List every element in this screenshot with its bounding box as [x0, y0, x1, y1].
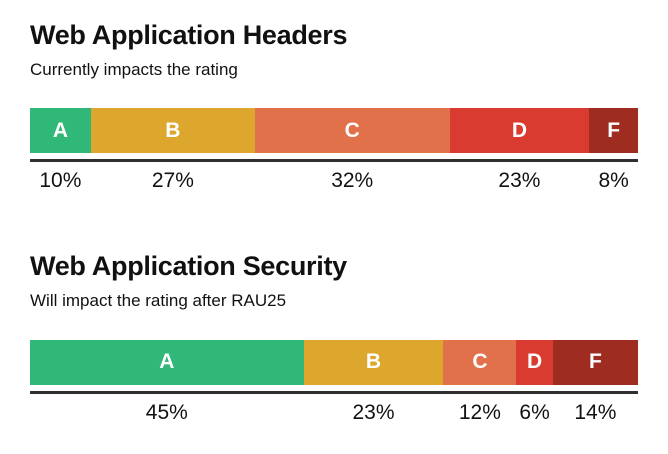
segment-percentage-label: 23% — [498, 169, 541, 193]
segment-percentage-label: 32% — [331, 169, 374, 193]
segment-percentage-label: 23% — [352, 400, 395, 424]
page-title: Web Application Headers — [30, 20, 348, 50]
segment-percentage-label: 12% — [458, 400, 501, 424]
page-title: Web Application Security — [30, 251, 347, 282]
rating-charts-page: Web Application Headers Currently impact… — [30, 20, 638, 423]
segment-percentage-label: 45% — [145, 400, 188, 424]
percentage-labels-row: 10% 27% 32% 23% 8% — [30, 170, 638, 191]
grade-segment-d: D — [449, 108, 590, 154]
bar-divider-line — [30, 159, 638, 163]
chart-web-application-headers: Web Application Headers Currently impact… — [30, 20, 638, 191]
grade-segment-f: F — [552, 339, 638, 385]
grade-segment-f: F — [589, 108, 638, 154]
segment-percentage-label: 6% — [519, 400, 550, 424]
chart-subtitle: Will impact the rating after RAU25 — [30, 291, 287, 311]
grade-segment-b: B — [90, 108, 255, 154]
grade-segment-c: C — [254, 108, 450, 154]
segment-percentage-label: 10% — [39, 169, 82, 193]
segment-percentage-label: 14% — [574, 400, 617, 424]
segment-percentage-label: 8% — [598, 169, 629, 193]
bar-divider-line — [30, 390, 638, 394]
grade-segment-a: A — [30, 108, 91, 154]
grade-segment-a: A — [30, 339, 304, 385]
segment-percentage-label: 27% — [151, 169, 194, 193]
grade-segment-d: D — [516, 339, 553, 385]
percentage-labels-row: 45% 23% 12% 6% 14% — [30, 402, 638, 423]
chart-subtitle: Currently impacts the rating — [30, 60, 238, 80]
grade-segment-c: C — [443, 339, 517, 385]
chart-web-application-security: Web Application Security Will impact the… — [30, 251, 638, 423]
grade-segment-b: B — [303, 339, 444, 385]
